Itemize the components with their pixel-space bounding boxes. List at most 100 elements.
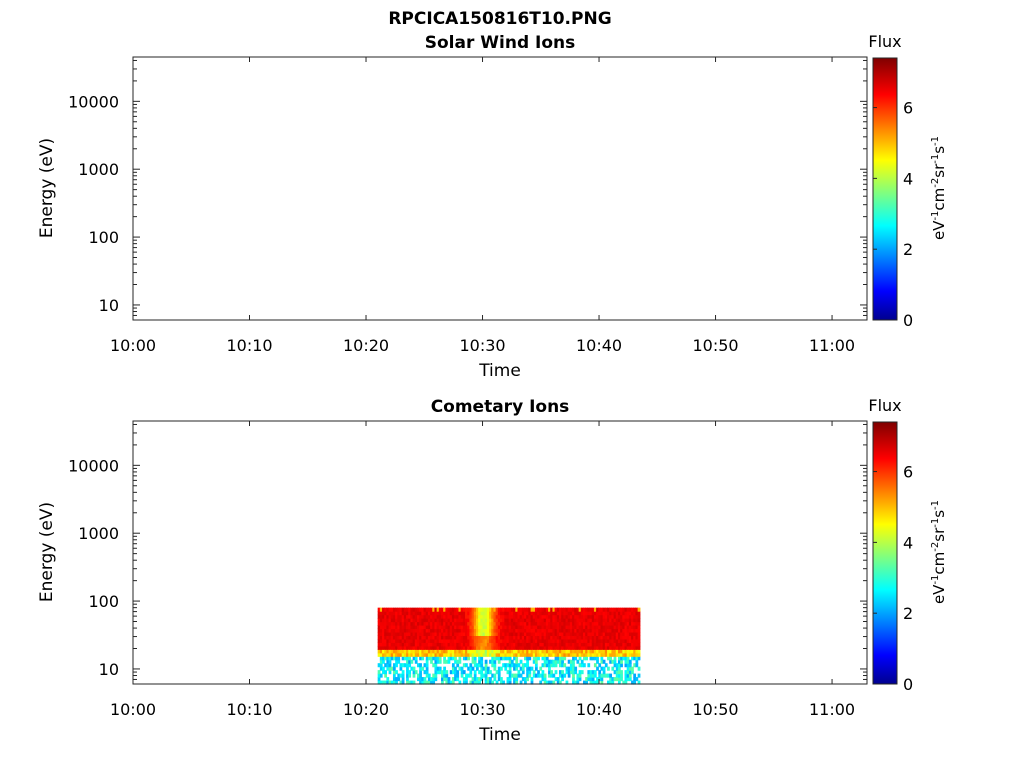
spectrogram-cell (495, 611, 499, 616)
spectrogram-cell (408, 670, 412, 675)
spectrogram-cell (443, 666, 446, 671)
spectrogram-cell (561, 638, 564, 643)
spectrogram-cell (460, 628, 464, 633)
spectrogram-cell (412, 638, 416, 643)
spectrogram-cell (493, 635, 497, 640)
spectrogram-cell (624, 656, 628, 661)
spectrogram-cell (489, 645, 492, 650)
spectrogram-cell (576, 618, 580, 623)
spectrogram-cell (526, 614, 529, 619)
spectrogram-cell (548, 649, 551, 654)
spectrogram-cell (473, 614, 477, 619)
spectrogram-cell (613, 645, 617, 650)
spectrogram-cell (497, 635, 501, 640)
spectrogram-cell (484, 652, 488, 657)
spectrogram-cell (412, 621, 416, 626)
spectrogram-cell (620, 659, 623, 664)
spectrogram-cell (497, 656, 501, 661)
spectrogram-cell (589, 652, 593, 657)
spectrogram-cell (626, 645, 630, 650)
spectrogram-cell (445, 642, 449, 647)
spectrogram-cell (465, 638, 468, 643)
spectrogram-cell (635, 652, 639, 657)
spectrogram-cell (451, 631, 455, 637)
spectrogram-cell (473, 631, 477, 637)
spectrogram-cell (554, 628, 558, 633)
spectrogram-cell (585, 618, 588, 623)
spectrogram-cell (635, 645, 639, 650)
spectrogram-cell (576, 649, 580, 654)
spectrogram-cell (441, 645, 444, 650)
spectrogram-cell (443, 611, 446, 616)
spectrogram-cell (390, 607, 394, 612)
spectrogram-cell (530, 614, 534, 619)
spectrogram-cell (445, 673, 449, 678)
spectrogram-cell (532, 611, 536, 616)
spectrogram-cell (447, 642, 451, 647)
spectrogram-cell (528, 656, 532, 661)
spectrogram-cell (519, 621, 523, 626)
spectrogram-cell (569, 642, 573, 647)
spectrogram-cell (545, 607, 549, 612)
spectrogram-cell (441, 621, 444, 626)
spectrogram-cell (633, 607, 637, 612)
spectrogram-cell (583, 680, 586, 685)
spectrogram-cell (491, 642, 495, 647)
spectrogram-cell (635, 607, 639, 612)
spectrogram-cell (598, 618, 602, 623)
spectrogram-cell (425, 670, 429, 675)
spectrogram-cell (528, 631, 532, 637)
spectrogram-cell (401, 642, 405, 647)
spectrogram-cell (637, 673, 641, 678)
spectrogram-cell (593, 631, 597, 637)
spectrogram-cell (550, 638, 554, 643)
spectrogram-cell (545, 618, 549, 623)
spectrogram-cell (613, 638, 617, 643)
spectrogram-cell (615, 607, 619, 612)
spectrogram-cell (539, 680, 543, 685)
spectrogram-cell (471, 680, 475, 685)
spectrogram-cell (390, 628, 394, 633)
spectrogram-cell (624, 631, 628, 637)
spectrogram-cell (631, 635, 634, 640)
spectrogram-cell (607, 621, 610, 626)
spectrogram-cell (406, 652, 409, 657)
spectrogram-cell (443, 670, 446, 675)
spectrogram-cell (475, 607, 479, 612)
spectrogram-cell (473, 677, 477, 682)
spectrogram-cell (454, 607, 457, 612)
spectrogram-cell (528, 666, 532, 671)
spectrogram-cell (504, 611, 508, 616)
spectrogram-cell (443, 656, 446, 661)
spectrogram-cell (578, 628, 582, 633)
spectrogram-cell (425, 631, 429, 637)
spectrogram-cell (414, 611, 418, 616)
spectrogram-cell (545, 680, 549, 685)
spectrogram-cell (436, 670, 440, 675)
x-tick-label: 10:30 (459, 336, 505, 355)
spectrogram-cell (517, 673, 521, 678)
spectrogram-cell (585, 614, 588, 619)
spectrogram-cell (620, 625, 623, 630)
spectrogram-cell (495, 635, 499, 640)
spectrogram-cell (534, 642, 538, 647)
spectrogram-cell (620, 621, 623, 626)
spectrogram-cell (403, 635, 407, 640)
spectrogram-cell (467, 614, 471, 619)
spectrogram-cell (419, 677, 422, 682)
spectrogram-cell (521, 652, 525, 657)
spectrogram-cell (443, 631, 446, 637)
spectrogram-cell (502, 680, 505, 685)
spectrogram-cell (486, 625, 490, 630)
spectrogram-cell (617, 621, 621, 626)
spectrogram-cell (532, 631, 536, 637)
spectrogram-cell (458, 638, 462, 643)
spectrogram-cell (486, 611, 490, 616)
spectrogram-cell (451, 680, 455, 685)
spectrogram-cell (600, 614, 604, 619)
spectrogram-cell (410, 621, 414, 626)
spectrogram-cell (591, 614, 595, 619)
spectrogram-cell (626, 614, 630, 619)
spectrogram-cell (637, 680, 641, 685)
y-axis-label: Energy (eV) (37, 138, 57, 238)
